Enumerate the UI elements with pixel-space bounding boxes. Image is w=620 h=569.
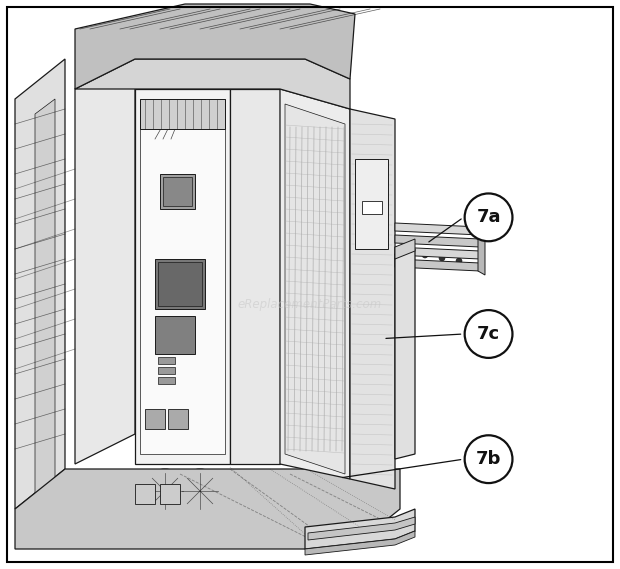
Circle shape <box>153 391 157 397</box>
Circle shape <box>146 397 151 402</box>
Polygon shape <box>395 223 480 235</box>
Polygon shape <box>158 377 175 384</box>
Circle shape <box>439 255 445 261</box>
Circle shape <box>174 397 179 402</box>
Circle shape <box>402 315 409 323</box>
Polygon shape <box>140 99 225 129</box>
Polygon shape <box>305 531 415 555</box>
Polygon shape <box>478 223 485 275</box>
Circle shape <box>402 365 409 373</box>
Polygon shape <box>75 59 135 464</box>
Polygon shape <box>158 367 175 374</box>
Polygon shape <box>305 509 415 549</box>
Circle shape <box>143 469 187 513</box>
Circle shape <box>167 391 172 397</box>
Circle shape <box>464 310 513 358</box>
Polygon shape <box>362 201 382 214</box>
Ellipse shape <box>165 267 175 281</box>
Circle shape <box>422 252 428 258</box>
Circle shape <box>402 340 409 348</box>
Polygon shape <box>135 484 155 504</box>
Circle shape <box>178 469 222 513</box>
Polygon shape <box>163 177 192 206</box>
Polygon shape <box>395 239 415 259</box>
Polygon shape <box>160 484 180 504</box>
Polygon shape <box>75 59 350 109</box>
Circle shape <box>464 193 513 241</box>
Circle shape <box>402 390 409 398</box>
Ellipse shape <box>180 247 190 261</box>
Polygon shape <box>158 357 175 364</box>
Circle shape <box>402 415 409 423</box>
Text: 7a: 7a <box>476 208 501 226</box>
Polygon shape <box>395 235 480 247</box>
Polygon shape <box>280 89 350 479</box>
Polygon shape <box>168 409 188 429</box>
Polygon shape <box>75 4 355 89</box>
Circle shape <box>390 256 396 262</box>
Polygon shape <box>140 99 225 454</box>
Polygon shape <box>145 409 165 429</box>
Text: 7b: 7b <box>476 450 501 468</box>
Polygon shape <box>15 59 65 509</box>
Polygon shape <box>395 259 480 271</box>
Ellipse shape <box>165 247 175 261</box>
Circle shape <box>405 249 411 255</box>
Polygon shape <box>135 89 230 464</box>
Circle shape <box>390 246 396 252</box>
Polygon shape <box>308 517 415 540</box>
Polygon shape <box>350 109 395 489</box>
Polygon shape <box>285 104 345 474</box>
Polygon shape <box>160 174 195 209</box>
Polygon shape <box>155 259 205 309</box>
Circle shape <box>464 435 513 483</box>
Text: eReplacementParts.com: eReplacementParts.com <box>238 298 382 311</box>
Circle shape <box>159 397 164 402</box>
Polygon shape <box>230 89 280 464</box>
Polygon shape <box>158 262 202 306</box>
Polygon shape <box>395 249 415 459</box>
Text: 7c: 7c <box>477 325 500 343</box>
Circle shape <box>456 258 462 264</box>
Polygon shape <box>35 99 55 494</box>
Circle shape <box>402 286 409 292</box>
Ellipse shape <box>180 267 190 281</box>
Circle shape <box>390 266 396 272</box>
Polygon shape <box>15 469 400 549</box>
Polygon shape <box>395 247 480 259</box>
Polygon shape <box>355 159 388 249</box>
Circle shape <box>160 486 170 496</box>
Circle shape <box>195 486 205 496</box>
Polygon shape <box>155 316 195 354</box>
